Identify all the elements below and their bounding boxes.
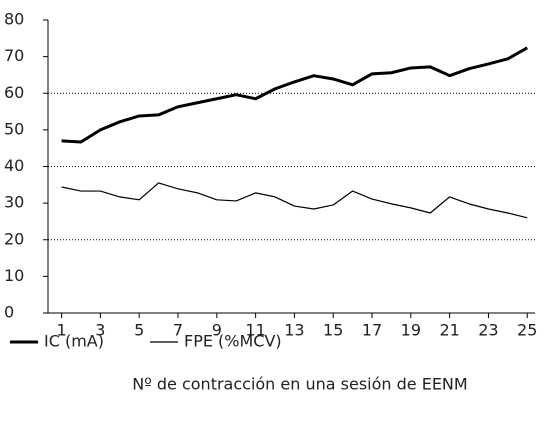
x-tick-label: 11 bbox=[245, 321, 265, 340]
x-tick-label: 17 bbox=[362, 321, 382, 340]
x-tick-label: 7 bbox=[173, 321, 183, 340]
x-tick-label: 13 bbox=[284, 321, 304, 340]
x-tick-label: 15 bbox=[323, 321, 343, 340]
y-tick-label: 40 bbox=[4, 156, 24, 175]
line bbox=[61, 46, 528, 144]
x-tick-label: 9 bbox=[212, 321, 222, 340]
y-tick-label: 50 bbox=[4, 119, 24, 138]
x-tick-label: 25 bbox=[517, 321, 537, 340]
x-tick-label: 23 bbox=[478, 321, 498, 340]
x-axis-title: Nº de contracción en una sesión de EENM bbox=[132, 375, 467, 394]
line bbox=[61, 182, 528, 219]
y-tick-label: 0 bbox=[4, 303, 14, 322]
y-tick-label: 70 bbox=[4, 46, 24, 65]
y-tick-label: 10 bbox=[4, 266, 24, 285]
x-tick-label: 5 bbox=[134, 321, 144, 340]
y-tick-label: 30 bbox=[4, 193, 24, 212]
x-tick-label: 1 bbox=[56, 321, 66, 340]
x-tick-label: 3 bbox=[95, 321, 105, 340]
x-tick-label: 21 bbox=[439, 321, 459, 340]
legend-label: IC (mA) bbox=[44, 332, 104, 351]
x-tick-label: 19 bbox=[401, 321, 421, 340]
y-tick-label: 20 bbox=[4, 229, 24, 248]
y-tick-label: 60 bbox=[4, 83, 24, 102]
legend-label: FPE (%MCV) bbox=[184, 332, 282, 351]
y-tick-label: 80 bbox=[4, 10, 24, 29]
